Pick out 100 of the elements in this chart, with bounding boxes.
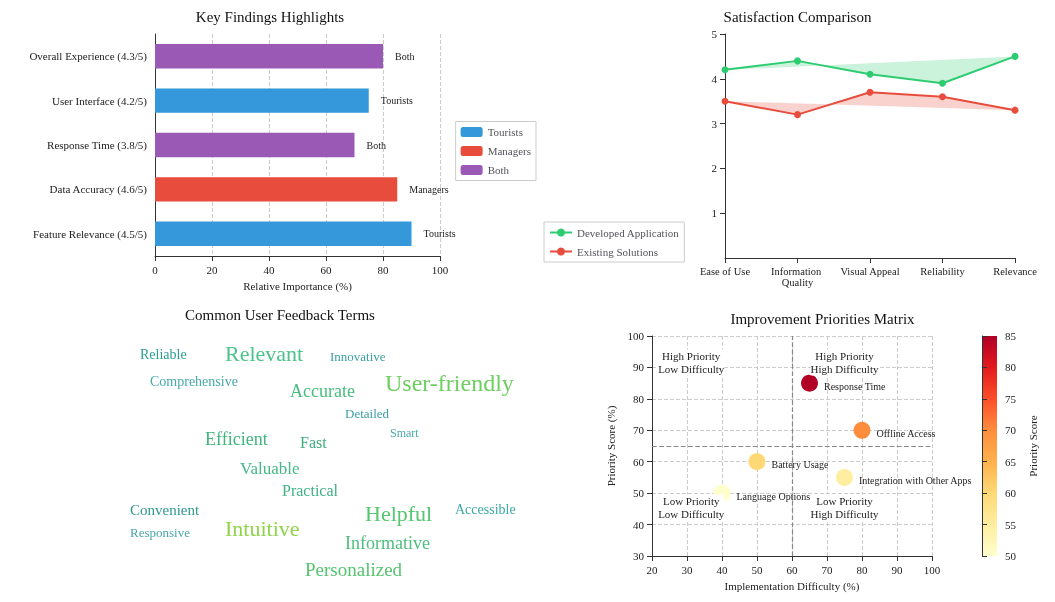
y-tick-label: Feature Relevance (4.5/5) — [33, 227, 148, 241]
x-tick-label: 100 — [923, 563, 941, 576]
color-bar-label: 75 — [1005, 392, 1017, 405]
color-bar-label: 85 — [1005, 330, 1017, 342]
bar — [155, 132, 355, 158]
data-label: Tourists — [380, 95, 413, 107]
data-label: Tourists — [423, 228, 456, 240]
text: Informative — [345, 533, 430, 554]
chart-title: Improvement Priorities Matrix — [730, 310, 916, 327]
y-tick-label: 50 — [633, 487, 645, 500]
y-tick-label: Overall Experience (4.3/5) — [29, 50, 148, 64]
color-bar-label: 60 — [1005, 487, 1017, 500]
y-tick-label: 2 — [711, 162, 717, 175]
bar — [155, 88, 369, 113]
legend-label: Tourists — [487, 126, 523, 138]
x-tick-label: 20 — [206, 263, 218, 276]
point — [866, 88, 874, 96]
point — [836, 468, 853, 486]
text: Detailed — [345, 406, 390, 422]
color-bar-label: 80 — [1005, 361, 1017, 374]
x-tick-label: 60 — [320, 263, 332, 276]
color-bar-label: 70 — [1005, 424, 1017, 437]
point — [721, 97, 729, 105]
x-tick-label: Reliability — [920, 266, 966, 277]
x-tick-label: 40 — [263, 263, 275, 276]
y-tick-label: 80 — [633, 392, 645, 405]
y-tick-label: 5 — [711, 28, 718, 40]
text: Efficient — [205, 429, 268, 450]
y-tick-label: 40 — [633, 518, 645, 531]
data-label: Language Options — [736, 490, 811, 502]
x-tick-label: 60 — [786, 563, 798, 576]
x-tick-label: 80 — [377, 263, 389, 276]
legend-label: Managers — [487, 145, 531, 157]
point — [801, 374, 818, 392]
text: User-friendly — [385, 370, 514, 397]
data-label: Battery Usage — [771, 459, 829, 471]
y-tick-label: 70 — [633, 424, 645, 437]
point — [853, 421, 871, 439]
text: Accurate — [290, 381, 355, 402]
color-bar-label: 50 — [1005, 550, 1017, 562]
color-bar-title: Priority Score — [1026, 415, 1039, 477]
data-label: Both — [395, 50, 415, 62]
y-axis-title: Priority Score (%) — [605, 405, 619, 487]
point — [794, 111, 801, 119]
legend-label: Both — [487, 164, 510, 176]
y-tick-label: 1 — [711, 207, 717, 220]
color-bar-label: 55 — [1005, 518, 1017, 531]
y-tick-label: 3 — [711, 117, 718, 130]
text: Innovative — [330, 349, 386, 365]
x-tick-label: 70 — [821, 563, 833, 576]
text: Comprehensive — [150, 374, 238, 390]
chart-title: Key Findings Highlights — [195, 8, 345, 25]
text: Smart — [390, 426, 419, 441]
x-tick-label: 100 — [431, 263, 449, 276]
y-tick-label: 100 — [627, 330, 645, 342]
x-tick-label: Visual Appeal — [840, 266, 900, 277]
bar — [155, 43, 383, 69]
x-tick-label: 20 — [646, 563, 658, 576]
point — [866, 70, 874, 78]
y-tick-label: Response Time (3.8/5) — [47, 139, 148, 152]
x-tick-label: 50 — [751, 563, 763, 576]
chart-title: Satisfaction Comparison — [723, 8, 872, 25]
legend-label: Developed Application — [577, 226, 680, 239]
annotation: High Priority High Difficulty — [810, 349, 879, 375]
text: Personalized — [305, 559, 403, 581]
y-tick-label: 60 — [633, 455, 645, 468]
data-label: Response Time — [824, 380, 886, 392]
text: Reliable — [140, 347, 187, 363]
x-tick-label: 0 — [152, 263, 159, 276]
point — [748, 453, 766, 471]
point — [1011, 52, 1019, 60]
text: Common User Feedback Terms — [184, 307, 376, 324]
legend-label: Existing Solutions — [577, 245, 658, 258]
bar — [155, 177, 398, 202]
annotation: Low Priority High Difficulty — [810, 495, 879, 521]
text: Accessible — [455, 502, 516, 518]
x-tick-label: Ease of Use — [699, 266, 751, 277]
text: Practical — [282, 482, 338, 500]
x-tick-label: 80 — [856, 563, 868, 576]
text: Helpful — [365, 501, 433, 527]
annotation: Low Priority Low Difficulty — [658, 495, 725, 521]
x-tick-label: 90 — [891, 563, 903, 576]
point — [939, 93, 946, 101]
y-tick-label: 90 — [633, 361, 645, 374]
x-axis-title: Relative Importance (%) — [243, 279, 353, 293]
x-tick-label: Relevance — [993, 266, 1038, 277]
data-label: Offline Access — [876, 427, 936, 439]
y-tick-label: User Interface (4.2/5) — [52, 94, 148, 108]
text: Valuable — [240, 459, 300, 479]
point — [939, 79, 946, 87]
y-tick-label: Data Accuracy (4.6/5) — [49, 183, 148, 197]
text: Responsive — [130, 525, 190, 541]
text: Fast — [300, 434, 327, 452]
data-label: Integration with Other Apps — [859, 474, 972, 486]
text: Convenient — [130, 502, 200, 519]
text: Intuitive — [225, 516, 300, 542]
data-label: Both — [366, 139, 386, 151]
y-tick-label: 30 — [633, 550, 645, 562]
color-bar-label: 65 — [1005, 455, 1017, 468]
text: Relevant — [225, 341, 304, 367]
